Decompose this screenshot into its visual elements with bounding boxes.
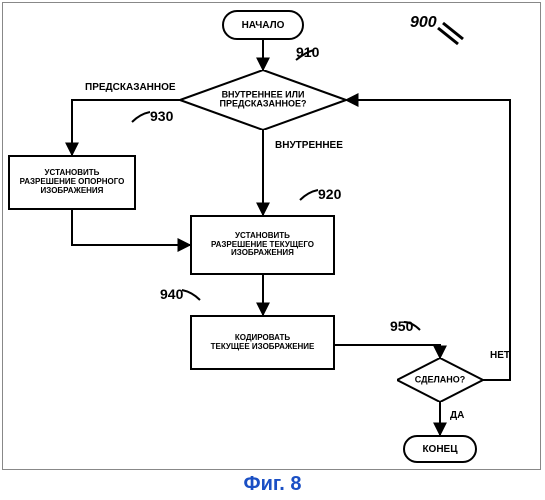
p930-line3: ИЗОБРАЖЕНИЯ (41, 187, 104, 196)
edge-label-internal: ВНУТРЕННЕЕ (275, 140, 343, 151)
figure-ref: 900 (410, 14, 437, 32)
decision-910: ВНУТРЕННЕЕ ИЛИ ПРЕДСКАЗАННОЕ? (180, 70, 346, 130)
p920-line3: ИЗОБРАЖЕНИЯ (231, 249, 294, 258)
p940-line2: ТЕКУЩЕЕ ИЗОБРАЖЕНИЕ (211, 343, 315, 352)
d950-label: СДЕЛАНО? (415, 374, 466, 384)
end-label: КОНЕЦ (422, 444, 457, 455)
ref-930: 930 (150, 108, 173, 124)
start-label: НАЧАЛО (242, 20, 285, 31)
process-930: УСТАНОВИТЬ РАЗРЕШЕНИЕ ОПОРНОГО ИЗОБРАЖЕН… (8, 155, 136, 210)
ref-920: 920 (318, 186, 341, 202)
d910-line2: ПРЕДСКАЗАННОЕ? (180, 100, 346, 109)
edge-label-no: НЕТ (490, 350, 510, 361)
process-940: КОДИРОВАТЬ ТЕКУЩЕЕ ИЗОБРАЖЕНИЕ (190, 315, 335, 370)
start-node: НАЧАЛО (222, 10, 304, 40)
ref-910: 910 (296, 44, 319, 60)
end-node: КОНЕЦ (403, 435, 477, 463)
edge-label-yes: ДА (450, 410, 464, 421)
process-920: УСТАНОВИТЬ РАЗРЕШЕНИЕ ТЕКУЩЕГО ИЗОБРАЖЕН… (190, 215, 335, 275)
decision-950: СДЕЛАНО? (397, 358, 483, 402)
ref-950: 950 (390, 318, 413, 334)
edge-label-predicted: ПРЕДСКАЗАННОЕ (85, 82, 176, 93)
ref-940: 940 (160, 286, 183, 302)
figure-caption: Фиг. 8 (0, 473, 545, 496)
